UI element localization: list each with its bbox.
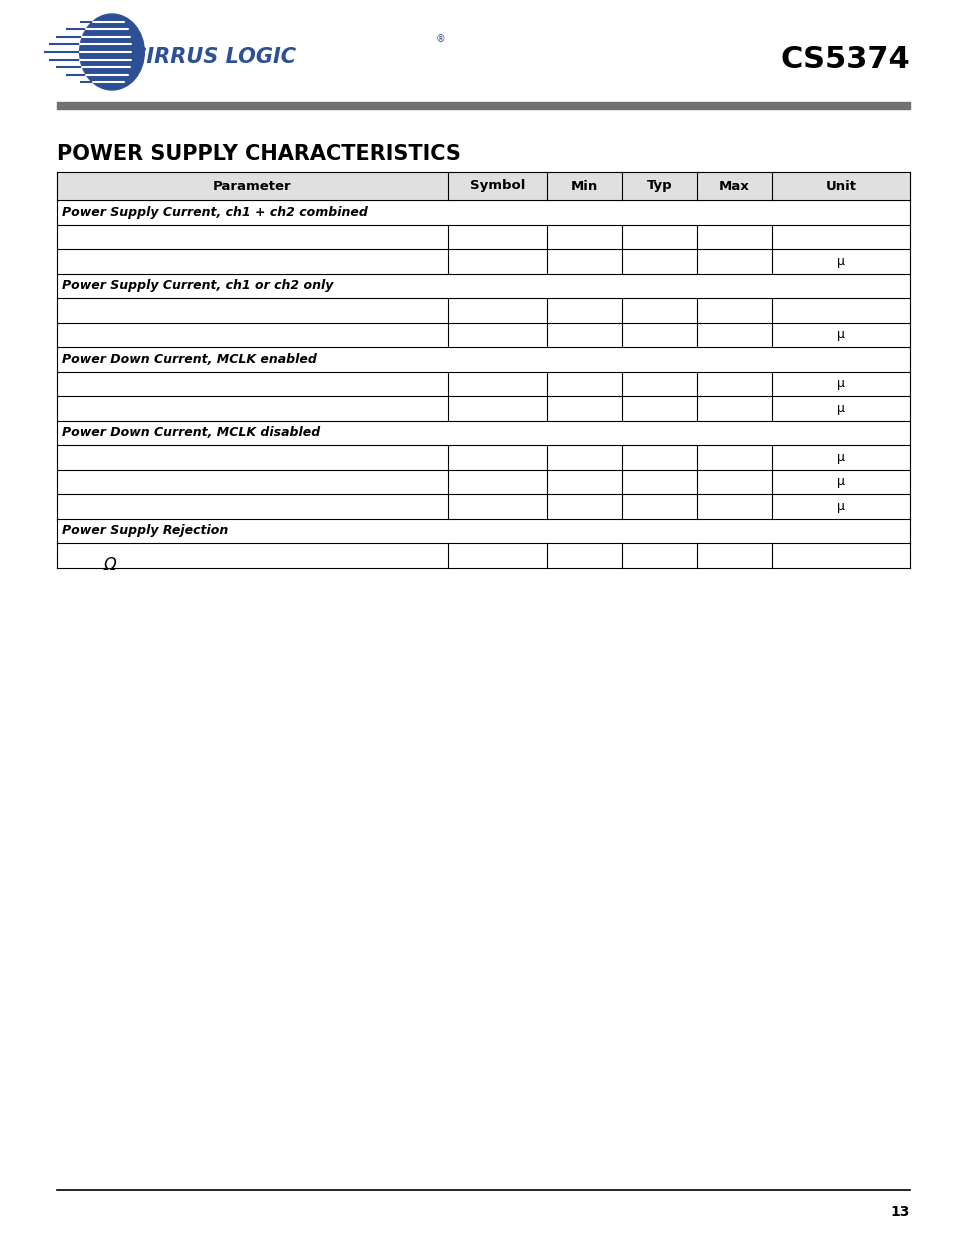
Text: CS5374: CS5374 xyxy=(780,46,909,74)
Bar xyxy=(57,103,909,109)
Text: ®: ® xyxy=(436,35,445,44)
Text: Power Supply Current, ch1 + ch2 combined: Power Supply Current, ch1 + ch2 combined xyxy=(62,206,368,219)
Text: μ: μ xyxy=(836,377,844,390)
Ellipse shape xyxy=(80,14,144,90)
Text: Min: Min xyxy=(570,179,598,193)
Text: Parameter: Parameter xyxy=(213,179,292,193)
Text: Power Down Current, MCLK enabled: Power Down Current, MCLK enabled xyxy=(62,353,316,366)
Bar xyxy=(57,172,909,200)
Text: Ω: Ω xyxy=(104,556,116,574)
Text: μ: μ xyxy=(836,475,844,488)
Text: Typ: Typ xyxy=(646,179,672,193)
Text: μ: μ xyxy=(836,451,844,464)
Text: Max: Max xyxy=(719,179,749,193)
Text: POWER SUPPLY CHARACTERISTICS: POWER SUPPLY CHARACTERISTICS xyxy=(57,144,460,164)
Text: Unit: Unit xyxy=(824,179,856,193)
Text: Power Supply Current, ch1 or ch2 only: Power Supply Current, ch1 or ch2 only xyxy=(62,279,333,293)
Text: μ: μ xyxy=(836,254,844,268)
Text: Power Down Current, MCLK disabled: Power Down Current, MCLK disabled xyxy=(62,426,320,440)
Text: μ: μ xyxy=(836,401,844,415)
Text: Power Supply Rejection: Power Supply Rejection xyxy=(62,524,228,537)
Text: μ: μ xyxy=(836,500,844,513)
Text: μ: μ xyxy=(836,329,844,341)
Text: CIRRUS LOGIC: CIRRUS LOGIC xyxy=(131,47,295,67)
Text: 13: 13 xyxy=(890,1205,909,1219)
Text: Symbol: Symbol xyxy=(469,179,525,193)
